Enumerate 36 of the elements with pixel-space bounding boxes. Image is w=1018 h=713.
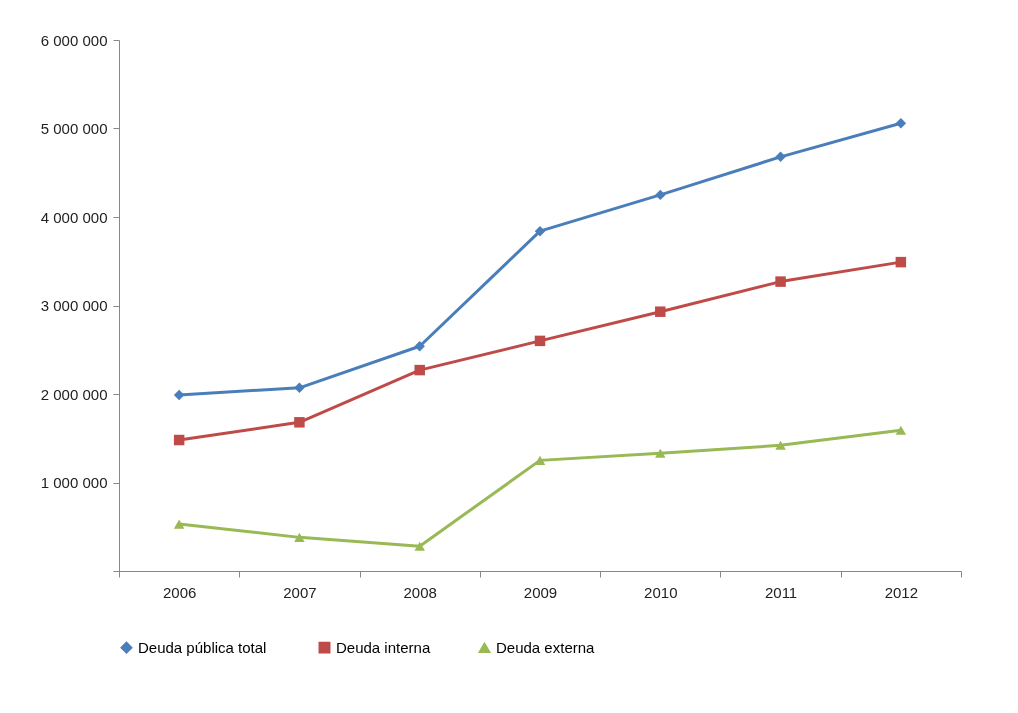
- x-tick-label: 2007: [283, 583, 317, 601]
- point: [173, 434, 185, 446]
- point: [775, 276, 786, 287]
- y-tick-label: 2 000 000: [40, 385, 108, 403]
- point: [895, 425, 907, 435]
- point: [895, 256, 907, 268]
- legend-label: Deuda interna: [336, 638, 431, 656]
- point: [775, 151, 786, 163]
- y-tick-label: 3 000 000: [40, 297, 108, 314]
- point: [294, 417, 305, 428]
- point: [173, 519, 185, 529]
- point: [173, 389, 185, 401]
- x-tick-label: 2012: [884, 583, 919, 601]
- point: [895, 117, 907, 129]
- y-tick-label: 1 000 000: [40, 474, 108, 491]
- point: [414, 541, 425, 551]
- y-tick-label: 5 000 000: [40, 120, 108, 137]
- y-tick-label: 4 000 000: [40, 208, 108, 226]
- point: [655, 448, 666, 458]
- point: [534, 335, 546, 347]
- x-tick-label: 2009: [523, 583, 558, 601]
- point: [655, 306, 666, 317]
- point: [534, 225, 546, 237]
- point: [655, 189, 666, 201]
- legend-label: Deuda pública total: [138, 638, 267, 656]
- x-tick-label: 2008: [403, 583, 437, 601]
- x-tick-label: 2011: [764, 583, 798, 601]
- legend-label: Deuda externa: [496, 638, 596, 656]
- point: [294, 532, 305, 542]
- point: [775, 440, 786, 450]
- point: [414, 364, 425, 376]
- point: [414, 340, 425, 352]
- x-tick-label: 2006: [162, 583, 197, 601]
- y-tick-label: 6 000 000: [40, 31, 108, 49]
- point: [294, 382, 305, 394]
- x-tick-label: 2010: [644, 583, 678, 601]
